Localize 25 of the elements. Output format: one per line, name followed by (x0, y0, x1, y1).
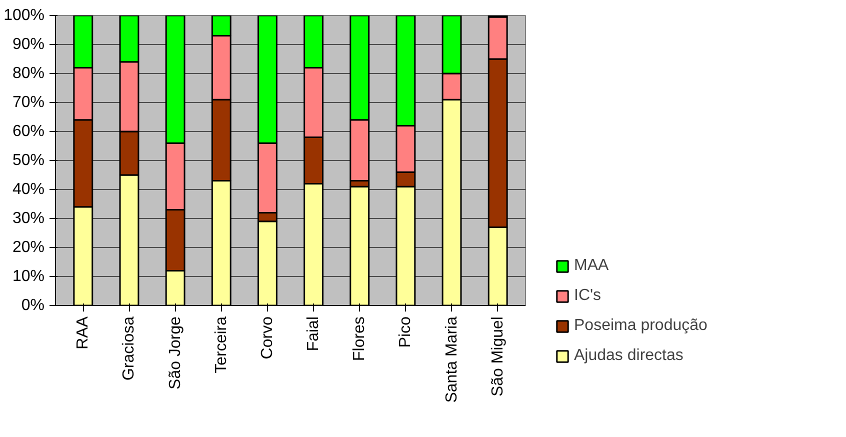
x-tick-label: Graciosa (120, 316, 138, 381)
y-tick-label: 50% (12, 152, 45, 169)
x-tick-label: São Jorge (166, 316, 184, 390)
x-tick-label: Faial (305, 316, 322, 352)
y-tick-label: 30% (12, 210, 45, 227)
legend-label: MAA (574, 257, 609, 275)
y-tick-label: 90% (12, 36, 45, 53)
x-tick-label: Terceira (212, 316, 230, 374)
x-tick-label: Corvo (258, 316, 276, 360)
x-tick-label: São Miguel (489, 316, 506, 397)
y-tick-label: 100% (4, 7, 44, 24)
x-tick-label: Santa Maria (443, 316, 460, 403)
x-tick-label: Flores (351, 316, 368, 361)
x-tick-label: RAA (74, 316, 92, 350)
legend-label: Poseima produção (574, 317, 708, 335)
y-tick-label: 20% (12, 239, 45, 256)
x-tick-label: Pico (397, 316, 414, 348)
y-tick-label: 80% (12, 65, 45, 82)
y-tick-label: 40% (12, 181, 45, 198)
y-tick-label: 60% (12, 123, 45, 140)
legend-label: IC's (574, 287, 602, 305)
y-tick-label: 0% (21, 297, 44, 314)
legend-label: Ajudas directas (574, 347, 684, 365)
y-tick-label: 70% (12, 94, 45, 111)
y-tick-label: 10% (12, 268, 45, 285)
